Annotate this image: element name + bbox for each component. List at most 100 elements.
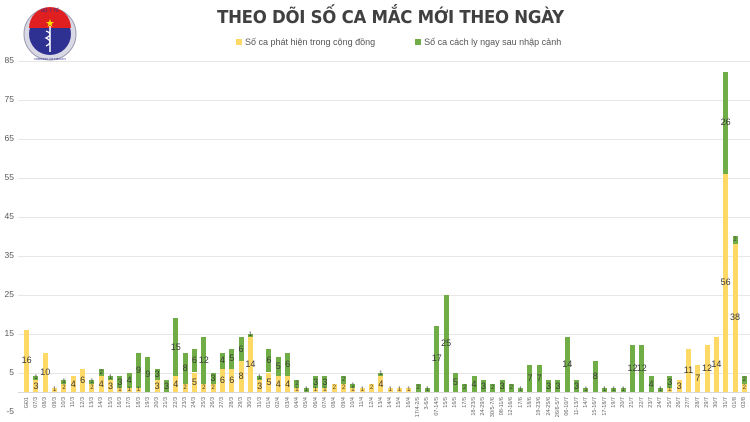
bar-segment-quarantine: [657, 388, 663, 392]
x-tick-label: 19/3: [144, 397, 151, 408]
x-tick-label: GĐ1: [23, 397, 30, 409]
bar-segment-quarantine: [210, 372, 216, 385]
x-tick-label: 18/6: [526, 397, 533, 408]
y-tick-label: -5: [6, 405, 14, 416]
bar-segment-quarantine: [443, 294, 449, 392]
bar-segment-quarantine: [452, 372, 458, 392]
data-label: 8: [592, 370, 598, 381]
data-label: 2: [742, 377, 746, 384]
data-label: 3: [154, 368, 160, 379]
gridline: [18, 177, 750, 179]
bar-segment-quarantine: [275, 356, 281, 377]
bar-segment-quarantine: [61, 380, 67, 385]
data-label: 3: [480, 380, 486, 391]
bar-segment-community: [331, 384, 337, 392]
data-label: 12: [627, 363, 638, 374]
x-tick-label: 07/4: [321, 397, 328, 408]
data-label: 1: [295, 387, 299, 394]
bar-segment-quarantine: [611, 388, 617, 392]
x-tick-label: 12/3: [79, 397, 86, 408]
x-tick-label: 11/4: [359, 397, 366, 408]
bar-segment-community: [52, 388, 58, 392]
bar-segment-community: [387, 388, 393, 392]
data-label: 7: [527, 372, 533, 383]
bar-segment-community: [191, 372, 197, 392]
bar-segment-quarantine: [723, 72, 729, 174]
data-label: 2: [509, 385, 513, 392]
data-label: 3: [210, 372, 216, 383]
x-tick-label: 23/7: [648, 397, 655, 408]
y-tick-label: 85: [4, 54, 14, 65]
data-label: 1: [602, 387, 607, 394]
bar-segment-community: [704, 345, 710, 392]
x-tick-label: 23/3: [182, 397, 189, 408]
x-tick-label: 28/7: [694, 397, 701, 408]
bar-segment-quarantine: [191, 349, 197, 373]
bar-segment-quarantine: [639, 345, 645, 392]
data-label: 12: [198, 355, 209, 366]
data-label: 2: [341, 385, 346, 392]
data-label: 1: [258, 375, 262, 382]
y-tick-label: 15: [4, 327, 14, 338]
bar-segment-quarantine: [527, 364, 533, 392]
x-tick-label: 17/3: [126, 397, 133, 408]
x-tick-label: 29/7: [704, 397, 711, 408]
bar-segment-community: [713, 337, 719, 392]
bar-segment-quarantine: [341, 376, 347, 385]
x-axis-line: [18, 392, 750, 393]
data-label: 1: [304, 387, 308, 394]
x-tick-label: 19/7: [610, 397, 617, 408]
x-tick-label: 17-18/7: [601, 397, 608, 416]
x-tick-label: 15/4: [396, 397, 403, 408]
bar-segment-community: [667, 388, 673, 392]
data-label: 2: [416, 385, 420, 392]
x-tick-label: 17/4-2/5: [415, 397, 422, 418]
svg-text:BỘ Y TẾ: BỘ Y TẾ: [41, 6, 59, 14]
data-label: 5: [266, 376, 272, 387]
data-label: 15: [170, 341, 181, 352]
data-label: 4: [126, 374, 132, 385]
data-label: 6: [191, 355, 197, 366]
gridline: [18, 294, 750, 296]
x-tick-label: 29/3: [238, 397, 245, 408]
x-tick-label: 08/4: [331, 397, 338, 408]
bar-segment-community: [266, 372, 272, 392]
data-label: 2: [211, 385, 215, 392]
data-label: 4: [173, 378, 179, 389]
bar-segment-quarantine: [667, 376, 673, 389]
bar-segment-quarantine: [219, 353, 225, 369]
data-label: 14: [562, 359, 573, 370]
x-tick-label: 02/4: [275, 397, 282, 408]
bar-segment-quarantine: [620, 388, 626, 392]
data-label: 9: [145, 368, 151, 379]
data-label: 2: [463, 385, 467, 392]
x-tick-label: 07/3: [32, 397, 39, 408]
data-label: 5: [452, 376, 458, 387]
x-tick-label: 24/3: [191, 397, 198, 408]
data-label: 3: [574, 380, 580, 391]
bar-segment-community: [732, 243, 738, 392]
data-label: 1: [136, 387, 141, 394]
gridline: [18, 60, 750, 62]
data-label: 6: [238, 343, 244, 354]
bar-segment-quarantine: [285, 353, 291, 377]
data-label: 3: [117, 376, 123, 387]
x-tick-label: 24-29/5: [480, 397, 487, 416]
bar-segment-community: [136, 388, 141, 392]
x-tick-label: 10/4: [349, 397, 356, 408]
bar-segment-quarantine: [247, 333, 253, 338]
data-label: 4: [285, 378, 291, 389]
x-tick-label: 17/6: [517, 397, 524, 408]
x-tick-label: 01/8: [732, 397, 739, 408]
data-label: 3: [676, 380, 682, 391]
bar-segment-community: [313, 388, 319, 392]
data-label: 2: [90, 385, 94, 392]
x-tick-label: 13/4: [377, 397, 384, 408]
data-label: 2: [332, 385, 336, 392]
data-label: 4: [70, 378, 76, 389]
bar-segment-community: [126, 388, 132, 392]
bar-segment-quarantine: [499, 380, 505, 392]
x-tick-label: 31/7: [722, 397, 729, 408]
bar-segment-quarantine: [648, 376, 654, 392]
bar-segment-quarantine: [89, 380, 95, 385]
